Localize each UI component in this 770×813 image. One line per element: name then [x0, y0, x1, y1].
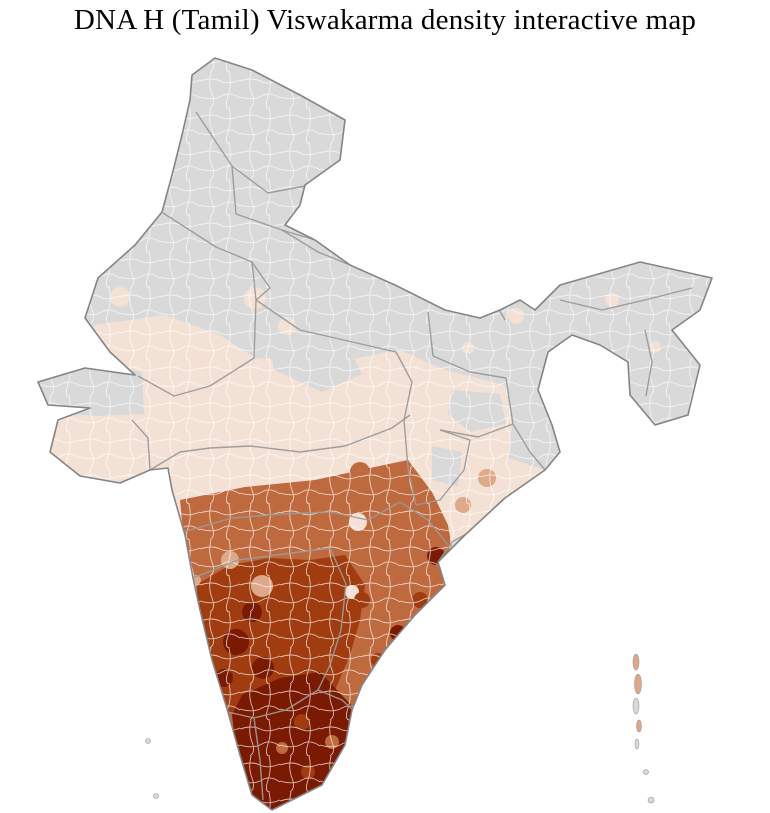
- lakshadweep-island[interactable]: [153, 793, 159, 799]
- andaman-island[interactable]: [636, 719, 642, 733]
- nicobar-island[interactable]: [643, 769, 649, 775]
- andaman-island[interactable]: [634, 738, 640, 750]
- india-outline: [37, 57, 713, 811]
- islands: [145, 653, 655, 804]
- map-district-pocket[interactable]: [605, 381, 615, 391]
- lakshadweep-island[interactable]: [145, 738, 151, 744]
- state-borders: [131, 111, 693, 801]
- andaman-island[interactable]: [632, 697, 640, 715]
- nicobar-island[interactable]: [647, 796, 655, 804]
- andaman-island[interactable]: [632, 653, 640, 671]
- page-title: DNA H (Tamil) Viswakarma density interac…: [73, 4, 697, 36]
- andaman-island[interactable]: [634, 673, 642, 695]
